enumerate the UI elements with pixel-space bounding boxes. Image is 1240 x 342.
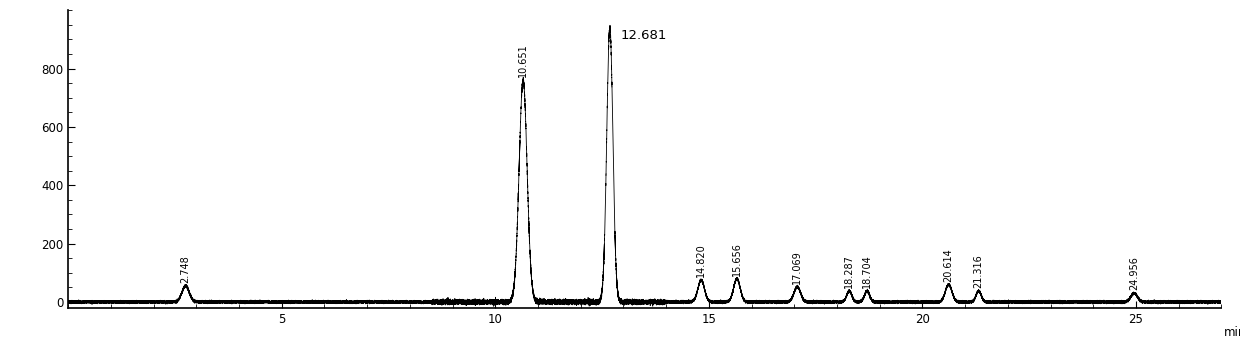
Text: 24.956: 24.956 [1130,256,1140,290]
Text: 17.069: 17.069 [792,250,802,284]
Text: 18.287: 18.287 [844,254,854,288]
Text: 15.656: 15.656 [732,242,742,276]
Text: 2.748: 2.748 [181,255,191,283]
Text: 10.651: 10.651 [518,43,528,77]
Text: 18.704: 18.704 [862,254,872,288]
Text: 14.820: 14.820 [696,244,706,277]
X-axis label: min: min [1224,326,1240,339]
Text: 12.681: 12.681 [620,29,667,42]
Text: 21.316: 21.316 [973,254,983,288]
Text: 20.614: 20.614 [944,248,954,281]
